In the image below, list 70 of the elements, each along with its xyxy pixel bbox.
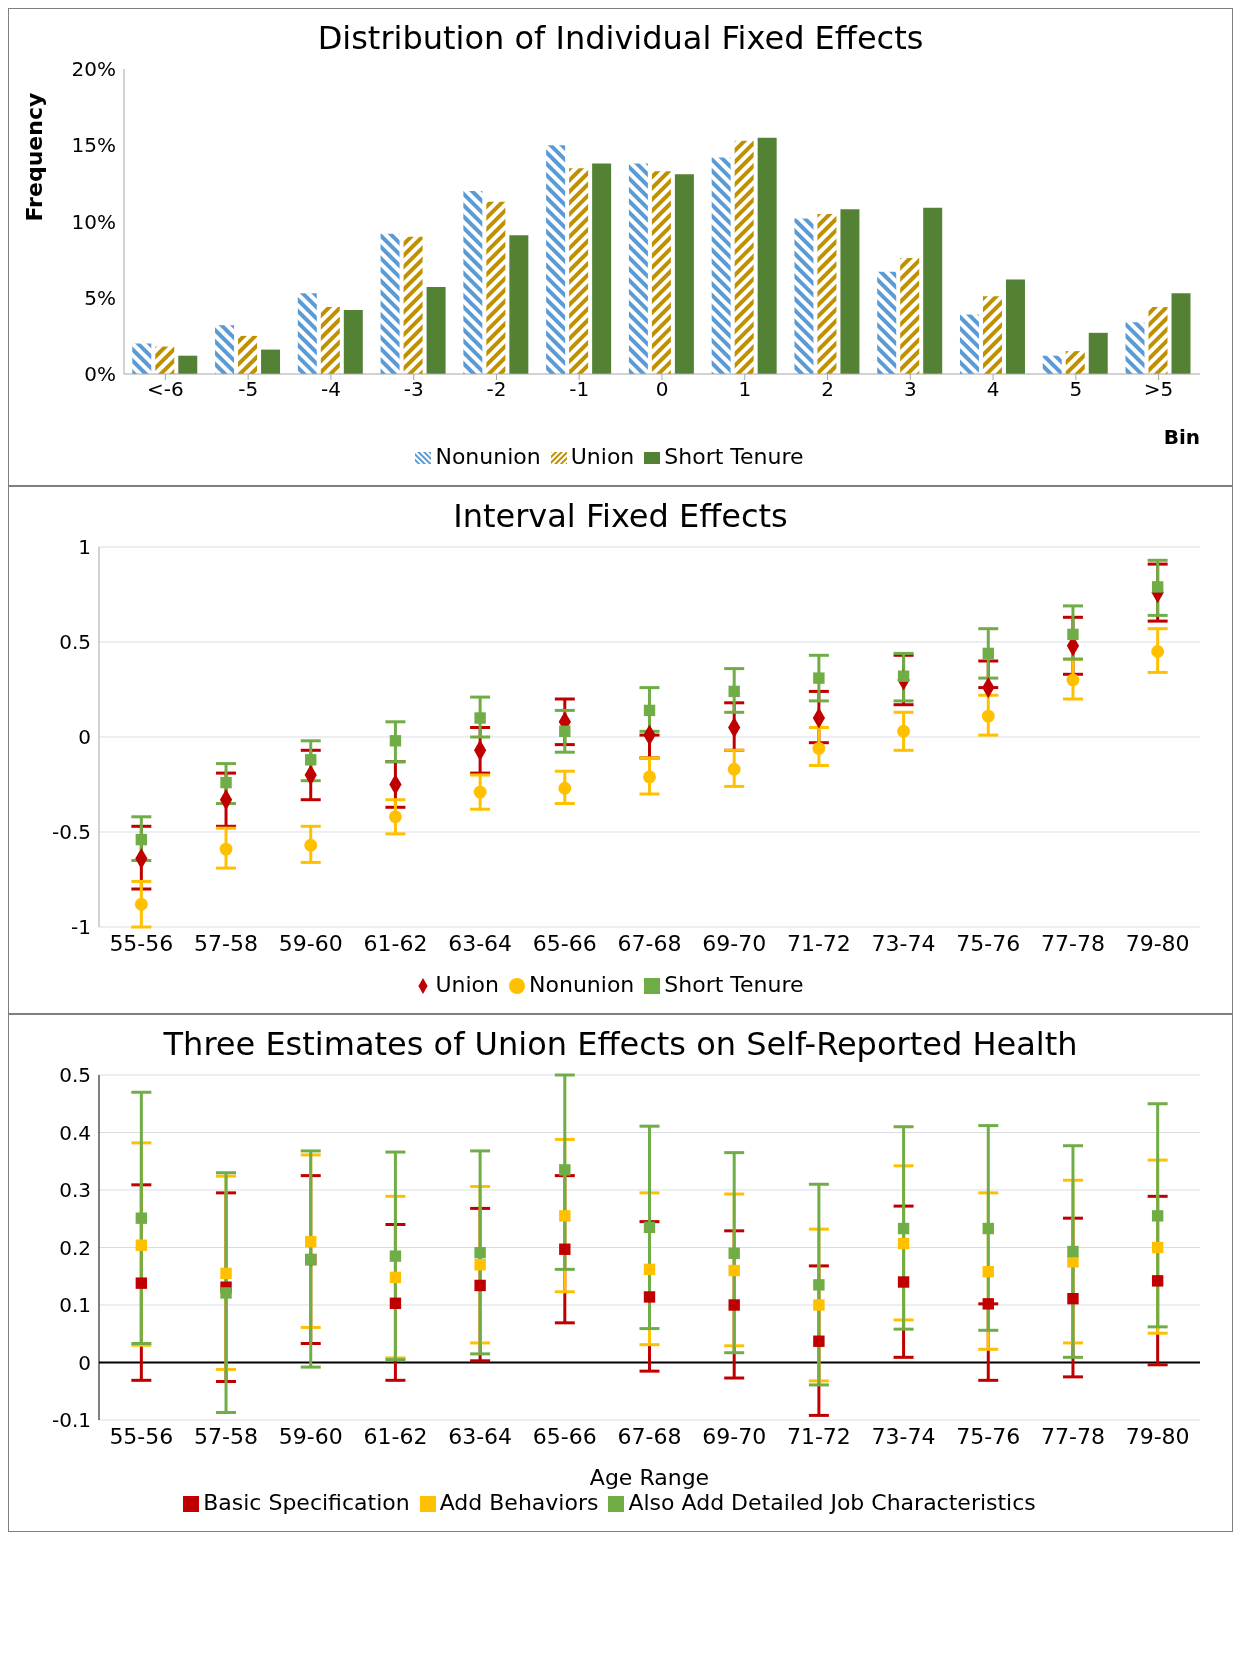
legend-label: Basic Specification bbox=[203, 1490, 410, 1515]
legend-label: Short Tenure bbox=[664, 972, 804, 997]
legend-label: Add Behaviors bbox=[439, 1490, 599, 1515]
x-tick-label: 1 bbox=[738, 377, 752, 402]
x-tick-label: 59-60 bbox=[278, 930, 343, 956]
legend-label: Union bbox=[570, 444, 635, 469]
legend-label: Union bbox=[435, 972, 500, 997]
x-tick-label: 61-62 bbox=[363, 930, 428, 956]
x-tick-label: 73-74 bbox=[871, 1423, 936, 1449]
y-tick-label: -0.5 bbox=[51, 820, 91, 845]
legend-label: Nonunion bbox=[529, 972, 635, 997]
y-axis-title: Frequency bbox=[21, 92, 47, 222]
x-axis-title: Age Range bbox=[589, 1465, 710, 1490]
y-tick-label: 0 bbox=[78, 725, 91, 750]
x-tick-label: 77-78 bbox=[1040, 930, 1105, 956]
y-tick-label: 5% bbox=[84, 285, 116, 310]
x-tick-label: 65-66 bbox=[532, 1423, 597, 1449]
x-tick-label: 55-56 bbox=[109, 1423, 174, 1449]
x-tick-label: 69-70 bbox=[702, 1423, 767, 1449]
x-tick-label: 4 bbox=[986, 377, 1000, 402]
x-tick-label: 69-70 bbox=[702, 930, 767, 956]
x-tick-label: 61-62 bbox=[363, 1423, 428, 1449]
x-tick-label: 3 bbox=[903, 377, 917, 402]
x-tick-label: -4 bbox=[320, 377, 341, 402]
x-tick-label: -5 bbox=[238, 377, 259, 402]
y-tick-label: 10% bbox=[71, 209, 116, 234]
y-tick-label: 0% bbox=[84, 362, 116, 387]
y-tick-label: 15% bbox=[71, 133, 116, 158]
y-tick-label: -0.1 bbox=[51, 1408, 91, 1433]
x-tick-label: 71-72 bbox=[786, 1423, 851, 1449]
legend-label: Also Add Detailed Job Characteristics bbox=[628, 1490, 1036, 1515]
y-tick-label: 0.5 bbox=[59, 630, 91, 655]
x-tick-label: >5 bbox=[1143, 377, 1174, 402]
x-tick-label: 79-80 bbox=[1125, 930, 1190, 956]
x-tick-label: -2 bbox=[486, 377, 507, 402]
x-tick-label: -1 bbox=[569, 377, 590, 402]
x-tick-label: 71-72 bbox=[786, 930, 851, 956]
y-tick-label: 0.1 bbox=[59, 1293, 91, 1318]
y-tick-label: 0.5 bbox=[59, 1063, 91, 1088]
x-tick-label: 65-66 bbox=[532, 930, 597, 956]
chart-title: Distribution of Individual Fixed Effects bbox=[316, 19, 925, 57]
x-tick-label: 77-78 bbox=[1040, 1423, 1105, 1449]
x-tick-label: 75-76 bbox=[956, 1423, 1021, 1449]
chart-title: Three Estimates of Union Effects on Self-Reported Health bbox=[162, 1025, 1079, 1063]
x-tick-label: 67-68 bbox=[617, 1423, 682, 1449]
x-tick-label: 73-74 bbox=[871, 930, 936, 956]
x-tick-label: 2 bbox=[821, 377, 834, 402]
x-tick-label: 59-60 bbox=[278, 1423, 343, 1449]
chart-title: Interval Fixed Effects bbox=[452, 497, 789, 535]
y-tick-label: 0.3 bbox=[59, 1178, 91, 1203]
x-tick-label: 79-80 bbox=[1125, 1423, 1190, 1449]
x-tick-label: 55-56 bbox=[109, 930, 174, 956]
x-tick-label: -3 bbox=[403, 377, 424, 402]
y-tick-label: 20% bbox=[71, 57, 116, 82]
y-tick-label: 1 bbox=[78, 535, 91, 560]
y-tick-label: 0.4 bbox=[59, 1120, 91, 1145]
x-tick-label: 75-76 bbox=[956, 930, 1021, 956]
y-tick-label: 0 bbox=[78, 1350, 91, 1375]
x-tick-label: 63-64 bbox=[448, 930, 513, 956]
x-tick-label: 57-58 bbox=[194, 930, 259, 956]
x-tick-label: 63-64 bbox=[448, 1423, 513, 1449]
x-tick-label: 57-58 bbox=[194, 1423, 259, 1449]
x-tick-label: <-6 bbox=[147, 377, 184, 402]
x-axis-title: Bin bbox=[1163, 425, 1200, 449]
y-tick-label: 0.2 bbox=[59, 1235, 91, 1260]
x-tick-label: 0 bbox=[655, 377, 669, 402]
x-tick-label: 5 bbox=[1069, 377, 1083, 402]
legend-label: Short Tenure bbox=[664, 444, 804, 469]
x-tick-label: 67-68 bbox=[617, 930, 682, 956]
legend-label: Nonunion bbox=[435, 444, 541, 469]
